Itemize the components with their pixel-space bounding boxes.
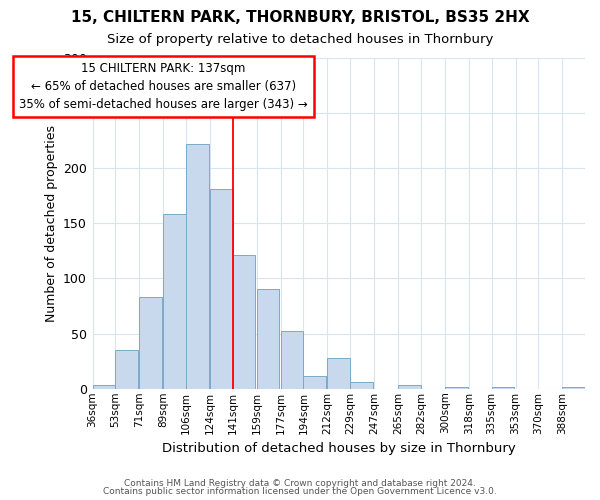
Y-axis label: Number of detached properties: Number of detached properties [44, 124, 58, 322]
Bar [328, 358, 350, 389]
Bar [398, 386, 421, 389]
Bar [257, 290, 280, 389]
Text: Size of property relative to detached houses in Thornbury: Size of property relative to detached ho… [107, 32, 493, 46]
Bar [281, 332, 304, 389]
Bar [350, 382, 373, 389]
Bar [139, 297, 162, 389]
Bar [445, 386, 467, 389]
Bar [562, 386, 585, 389]
Text: Contains HM Land Registry data © Crown copyright and database right 2024.: Contains HM Land Registry data © Crown c… [124, 478, 476, 488]
Bar [233, 255, 256, 389]
Bar [304, 376, 326, 389]
Bar [163, 214, 186, 389]
Bar [186, 144, 209, 389]
Bar [210, 189, 233, 389]
Text: 15, CHILTERN PARK, THORNBURY, BRISTOL, BS35 2HX: 15, CHILTERN PARK, THORNBURY, BRISTOL, B… [71, 10, 529, 25]
Bar [92, 386, 115, 389]
Bar [115, 350, 138, 389]
Text: Contains public sector information licensed under the Open Government Licence v3: Contains public sector information licen… [103, 487, 497, 496]
Text: 15 CHILTERN PARK: 137sqm
← 65% of detached houses are smaller (637)
35% of semi-: 15 CHILTERN PARK: 137sqm ← 65% of detach… [19, 62, 308, 111]
Bar [491, 386, 514, 389]
X-axis label: Distribution of detached houses by size in Thornbury: Distribution of detached houses by size … [162, 442, 515, 455]
